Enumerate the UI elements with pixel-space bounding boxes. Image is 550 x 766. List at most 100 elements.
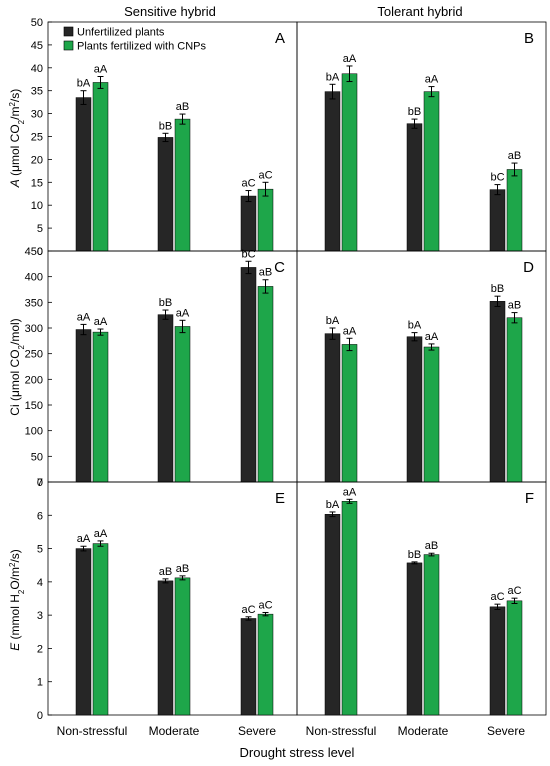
- bar-f-unfertilized: [489, 606, 506, 716]
- y-tick-label-a: 40: [31, 63, 43, 75]
- svg-text:A (μmol CO2/m2/s): A (μmol CO2/m2/s): [8, 89, 26, 189]
- y-tick-label-a: 30: [31, 109, 43, 121]
- y-tick-label-c: 100: [25, 426, 43, 438]
- bar-b-fertilized: [341, 73, 358, 252]
- y-tick-label-a: 5: [37, 223, 43, 235]
- bar-d-unfertilized: [406, 336, 423, 483]
- bar-f-unfertilized: [406, 562, 423, 716]
- y-tick-label-a: 15: [31, 177, 43, 189]
- bar-e-fertilized: [174, 577, 191, 716]
- data-label-a: aB: [176, 101, 189, 113]
- y-tick-label-e: 1: [37, 677, 43, 689]
- x-tick-label-f: Non-stressful: [306, 724, 377, 738]
- y-tick-label-c: 350: [25, 297, 43, 309]
- panel-letter-b: B: [524, 30, 534, 47]
- legend-label-unfertilized: Unfertilized plants: [77, 27, 165, 39]
- bar-e-fertilized: [257, 613, 274, 716]
- bar-a-unfertilized: [157, 137, 174, 252]
- data-label-f: aC: [507, 585, 521, 597]
- y-tick-label-c: 250: [25, 349, 43, 361]
- y-tick-label-c: 300: [25, 323, 43, 335]
- column-title-tolerant: Tolerant hybrid: [377, 4, 462, 19]
- data-label-f: bB: [408, 549, 421, 561]
- y-tick-label-a: 50: [31, 17, 43, 29]
- data-label-e: aB: [159, 566, 172, 578]
- x-tick-label-e: Severe: [238, 724, 276, 738]
- bar-f-unfertilized: [324, 514, 341, 716]
- bar-d-unfertilized: [324, 333, 341, 483]
- bar-b-fertilized: [423, 91, 440, 252]
- data-label-f: aA: [343, 486, 357, 498]
- y-tick-label-a: 35: [31, 86, 43, 98]
- panel-letter-d: D: [523, 259, 534, 276]
- y-axis-title-a: A (μmol CO2/m2/s): [8, 89, 26, 189]
- data-label-a: aA: [94, 64, 108, 76]
- y-tick-label-a: 0: [37, 246, 43, 258]
- data-label-f: aC: [490, 591, 504, 603]
- panel-letter-a: A: [275, 30, 285, 47]
- x-tick-label-e: Non-stressful: [57, 724, 128, 738]
- y-tick-label-a: 10: [31, 200, 43, 212]
- bar-b-fertilized: [506, 169, 523, 252]
- bar-a-fertilized: [174, 118, 191, 252]
- x-tick-label-f: Severe: [487, 724, 525, 738]
- data-label-d: aA: [425, 331, 439, 343]
- y-tick-label-c: 400: [25, 272, 43, 284]
- bar-b-unfertilized: [324, 91, 341, 252]
- y-tick-label-a: 45: [31, 40, 43, 52]
- data-label-c: aA: [94, 316, 108, 328]
- data-label-d: bB: [491, 283, 504, 295]
- bar-d-fertilized: [341, 344, 358, 483]
- y-tick-label-c: 0: [37, 477, 43, 489]
- bar-d-unfertilized: [489, 301, 506, 483]
- bar-b-unfertilized: [406, 123, 423, 252]
- y-tick-label-c: 50: [31, 451, 43, 463]
- bar-c-unfertilized: [75, 329, 92, 483]
- data-label-c: bB: [159, 297, 172, 309]
- bar-b-unfertilized: [489, 189, 506, 252]
- y-tick-label-e: 2: [37, 643, 43, 655]
- bar-e-unfertilized: [157, 580, 174, 716]
- y-tick-label-e: 5: [37, 544, 43, 556]
- svg-text:Ci (μmol CO2/mol): Ci (μmol CO2/mol): [8, 318, 26, 415]
- data-label-e: aA: [77, 533, 91, 545]
- data-label-e: aC: [258, 599, 272, 611]
- y-tick-label-c: 200: [25, 374, 43, 386]
- data-label-d: bA: [326, 315, 340, 327]
- bar-a-fertilized: [257, 188, 274, 252]
- panel-letter-f: F: [525, 490, 534, 507]
- data-label-b: bA: [326, 71, 340, 83]
- y-tick-label-e: 7: [37, 477, 43, 489]
- svg-text:E (mmol H2O/m2/s): E (mmol H2O/m2/s): [8, 549, 26, 651]
- bar-e-fertilized: [92, 543, 109, 716]
- y-tick-label-a: 20: [31, 154, 43, 166]
- legend-label-fertilized: Plants fertilized with CNPs: [77, 41, 206, 53]
- legend-swatch-unfertilized: [63, 26, 74, 37]
- y-tick-label-e: 4: [37, 577, 43, 589]
- data-label-a: bA: [77, 78, 91, 90]
- data-label-d: bA: [408, 320, 422, 332]
- x-axis-title: Drought stress level: [240, 745, 355, 760]
- bar-d-fertilized: [506, 317, 523, 483]
- data-label-f: bA: [326, 499, 340, 511]
- bar-a-unfertilized: [75, 97, 92, 252]
- bar-f-fertilized: [423, 554, 440, 716]
- legend-swatch-fertilized: [63, 40, 74, 51]
- bar-d-fertilized: [423, 346, 440, 483]
- data-label-b: aB: [508, 150, 521, 162]
- data-label-d: aB: [508, 300, 521, 312]
- x-tick-label-e: Moderate: [149, 724, 200, 738]
- column-title-sensitive: Sensitive hybrid: [124, 4, 216, 19]
- data-label-b: aA: [343, 53, 357, 65]
- bar-a-unfertilized: [240, 195, 257, 252]
- panel-letter-e: E: [275, 490, 285, 507]
- panel-letter-c: C: [274, 259, 285, 276]
- y-axis-title-ci: Ci (μmol CO2/mol): [8, 318, 26, 415]
- bar-c-fertilized: [92, 331, 109, 483]
- data-label-a: aC: [241, 178, 255, 190]
- data-label-b: bC: [490, 172, 504, 184]
- data-label-f: aB: [425, 540, 438, 552]
- bar-e-unfertilized: [240, 618, 257, 716]
- bar-c-unfertilized: [157, 314, 174, 483]
- data-label-b: bB: [408, 106, 421, 118]
